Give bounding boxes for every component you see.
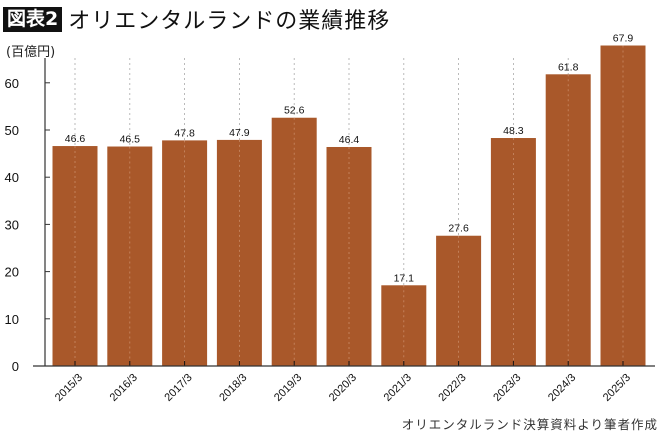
- x-tick-label: 2025/3: [601, 372, 633, 404]
- figure-badge: 図表2: [3, 6, 63, 32]
- y-tick-label: 20: [5, 265, 19, 280]
- bar-2023/3: [490, 138, 536, 366]
- y-tick-label: 40: [5, 170, 19, 185]
- data-label: 52.6: [284, 105, 305, 117]
- chart-header: 図表2 オリエンタルランドの業績推移: [3, 3, 390, 35]
- bar-2017/3: [162, 140, 208, 366]
- data-label: 27.6: [448, 223, 469, 235]
- x-tick-label: 2021/3: [382, 372, 414, 404]
- data-label: 46.4: [339, 134, 360, 146]
- x-tick-label: 2018/3: [217, 372, 249, 404]
- data-label: 17.1: [394, 272, 415, 284]
- x-tick-label: 2022/3: [436, 372, 468, 404]
- source-note: オリエンタルランド決算資料より筆者作成: [401, 417, 658, 432]
- y-tick-label: 30: [5, 217, 19, 232]
- data-label: 46.5: [120, 134, 141, 146]
- y-axis-unit: (百億円): [6, 45, 56, 60]
- data-label: 61.8: [558, 61, 579, 73]
- x-tick-label: 2015/3: [53, 372, 85, 404]
- bar-2018/3: [216, 139, 262, 366]
- y-tick-label: 0: [12, 359, 19, 374]
- data-label: 47.8: [174, 127, 195, 139]
- y-tick-label: 10: [5, 312, 19, 327]
- x-tick-label: 2023/3: [491, 372, 523, 404]
- data-label: 46.6: [65, 133, 86, 145]
- x-tick-label: 2017/3: [162, 372, 194, 404]
- y-tick-label: 60: [5, 76, 19, 91]
- data-label: 67.9: [613, 33, 634, 45]
- x-tick-label: 2019/3: [272, 372, 304, 404]
- data-label: 48.3: [503, 125, 524, 137]
- x-tick-label: 2020/3: [327, 372, 359, 404]
- data-label: 47.9: [229, 127, 250, 139]
- x-tick-label: 2024/3: [546, 372, 578, 404]
- y-tick-label: 50: [5, 123, 19, 138]
- chart-title: オリエンタルランドの業績推移: [68, 9, 391, 34]
- x-tick-label: 2016/3: [108, 372, 140, 404]
